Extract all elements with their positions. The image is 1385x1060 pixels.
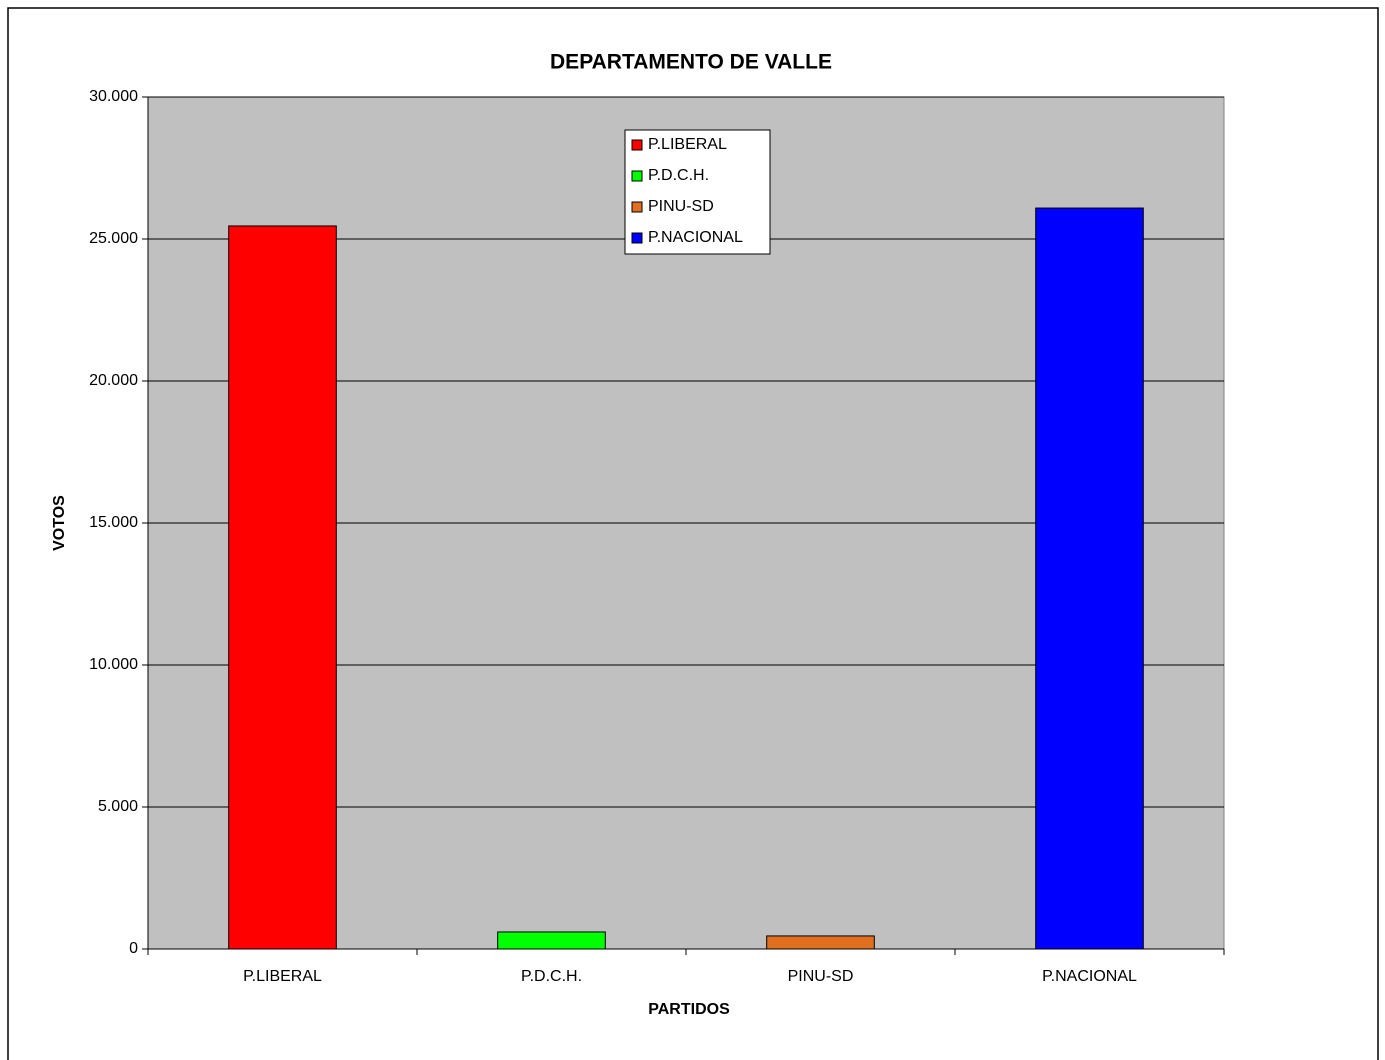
- bar: [1035, 207, 1144, 950]
- y-axis-label: VOTOS: [51, 495, 68, 551]
- legend-label: P.NACIONAL: [648, 229, 743, 246]
- x-axis-label: PARTIDOS: [648, 1001, 730, 1018]
- y-tick-label: 25.000: [89, 230, 138, 247]
- x-tick-label: P.NACIONAL: [1042, 968, 1137, 985]
- x-tick-label: PINU-SD: [788, 968, 854, 985]
- bar: [228, 225, 337, 950]
- bar: [497, 931, 606, 950]
- y-tick-label: 30.000: [89, 88, 138, 105]
- y-tick-label: 20.000: [89, 372, 138, 389]
- legend-label: PINU-SD: [648, 198, 714, 215]
- legend-swatch: [631, 139, 643, 151]
- chart-title: DEPARTAMENTO DE VALLE: [550, 51, 832, 74]
- x-tick-label: P.D.C.H.: [521, 968, 582, 985]
- y-tick-label: 5.000: [98, 798, 138, 815]
- bar: [766, 935, 875, 950]
- legend-swatch: [631, 170, 643, 182]
- legend-label: P.LIBERAL: [648, 136, 727, 153]
- legend-label: P.D.C.H.: [648, 167, 709, 184]
- y-tick-label: 15.000: [89, 514, 138, 531]
- y-tick-label: 0: [129, 940, 138, 957]
- legend-swatch: [631, 232, 643, 244]
- x-tick-label: P.LIBERAL: [243, 968, 322, 985]
- y-tick-label: 10.000: [89, 656, 138, 673]
- legend-box: [624, 129, 771, 255]
- legend-swatch: [631, 201, 643, 213]
